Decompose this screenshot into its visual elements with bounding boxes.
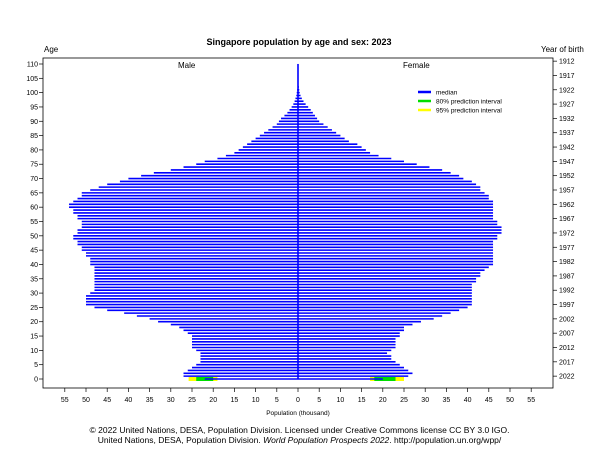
female-age0-80-interval: [374, 377, 396, 381]
x-tick-label: 50: [506, 397, 514, 404]
chart-title: Singapore population by age and sex: 202…: [206, 37, 391, 47]
birth-year-tick-label: 1992: [559, 288, 575, 295]
birth-year-tick-label: 1927: [559, 102, 575, 109]
age-tick-label: 15: [30, 334, 38, 341]
age-tick-label: 80: [30, 147, 38, 154]
x-tick-label: 35: [146, 397, 154, 404]
birth-year-tick-label: 1957: [559, 188, 575, 195]
age-tick-label: 65: [30, 190, 38, 197]
birth-year-tick-label: 1937: [559, 130, 575, 137]
x-tick-label: 25: [188, 397, 196, 404]
footer-source: United Nations, DESA, Population Divisio…: [0, 435, 599, 446]
age-tick-label: 60: [30, 205, 38, 212]
birth-year-tick-label: 1962: [559, 202, 575, 209]
birth-year-tick-label: 2017: [559, 359, 575, 366]
legend-label-2: 95% prediction interval: [436, 108, 502, 115]
age-tick-label: 95: [30, 104, 38, 111]
x-tick-label: 45: [103, 397, 111, 404]
age-tick-label: 25: [30, 305, 38, 312]
age-tick-label: 105: [26, 76, 38, 83]
x-tick-label: 25: [400, 397, 408, 404]
x-tick-label: 20: [209, 397, 217, 404]
age-axis-label: Age: [44, 45, 59, 54]
age-tick-label: 0: [34, 377, 38, 384]
male-label: Male: [178, 61, 196, 70]
age-tick-label: 35: [30, 276, 38, 283]
birth-year-tick-label: 1917: [559, 73, 575, 80]
birth-year-tick-label: 1952: [559, 173, 575, 180]
birth-year-tick-label: 2002: [559, 316, 575, 323]
population-bars: [69, 63, 502, 381]
birth-year-tick-label: 1912: [559, 59, 575, 66]
legend-label-0: median: [436, 90, 458, 97]
age-tick-label: 90: [30, 119, 38, 126]
age-tick-label: 10: [30, 348, 38, 355]
legend-label-1: 80% prediction interval: [436, 99, 502, 106]
footer-source-text: United Nations, DESA, Population Divisio…: [97, 435, 264, 445]
x-tick-label: 5: [317, 397, 321, 404]
birth-year-tick-label: 1977: [559, 245, 575, 252]
birth-year-tick-label: 1987: [559, 273, 575, 280]
female-label: Female: [403, 61, 430, 70]
age-tick-label: 100: [26, 90, 38, 97]
x-tick-label: 15: [231, 397, 239, 404]
x-tick-label: 35: [443, 397, 451, 404]
age-tick-label: 45: [30, 248, 38, 255]
age-tick-label: 70: [30, 176, 38, 183]
birth-year-tick-label: 2007: [559, 331, 575, 338]
x-tick-label: 50: [82, 397, 90, 404]
x-tick-label: 10: [252, 397, 260, 404]
axis-ticks: 55 50 45 40 35 30 25 20 15 10 5 0 5 10 15 20 25 30 35 40 45 5…: [26, 59, 574, 404]
footer-source-url: . http://population.un.org/wpp/: [389, 435, 502, 445]
footer-license: © 2022 United Nations, DESA, Population …: [89, 425, 510, 435]
x-tick-label: 55: [527, 397, 535, 404]
x-axis-label: Population (thousand): [266, 410, 330, 417]
age-tick-label: 50: [30, 233, 38, 240]
x-tick-label: 5: [275, 397, 279, 404]
x-tick-label: 55: [61, 397, 69, 404]
x-tick-label: 15: [358, 397, 366, 404]
birth-year-axis-label: Year of birth: [541, 45, 584, 54]
age-tick-label: 20: [30, 319, 38, 326]
age-tick-label: 75: [30, 162, 38, 169]
age-tick-label: 85: [30, 133, 38, 140]
x-tick-label: 30: [167, 397, 175, 404]
birth-year-tick-label: 1967: [559, 216, 575, 223]
chart-legend: median 80% prediction interval 95% predict…: [418, 90, 502, 115]
birth-year-tick-label: 2012: [559, 345, 575, 352]
birth-year-tick-label: 1932: [559, 116, 575, 123]
age-tick-label: 55: [30, 219, 38, 226]
birth-year-tick-label: 1947: [559, 159, 575, 166]
age-tick-label: 110: [27, 62, 38, 69]
footer-source-title: World Population Prospects 2022: [263, 435, 390, 445]
birth-year-tick-label: 1972: [559, 230, 575, 237]
age-tick-label: 30: [30, 291, 38, 298]
age-tick-label: 40: [30, 262, 38, 269]
birth-year-tick-label: 1982: [559, 259, 575, 266]
x-tick-label: 45: [485, 397, 493, 404]
x-tick-label: 10: [337, 397, 345, 404]
x-tick-label: 0: [296, 397, 300, 404]
x-tick-label: 20: [379, 397, 387, 404]
birth-year-tick-label: 1922: [559, 87, 575, 94]
age-tick-label: 5: [34, 362, 38, 369]
x-tick-label: 40: [464, 397, 472, 404]
birth-year-tick-label: 2022: [559, 374, 575, 381]
birth-year-tick-label: 1942: [559, 145, 575, 152]
x-tick-label: 30: [421, 397, 429, 404]
birth-year-tick-label: 1997: [559, 302, 575, 309]
x-tick-label: 40: [125, 397, 133, 404]
